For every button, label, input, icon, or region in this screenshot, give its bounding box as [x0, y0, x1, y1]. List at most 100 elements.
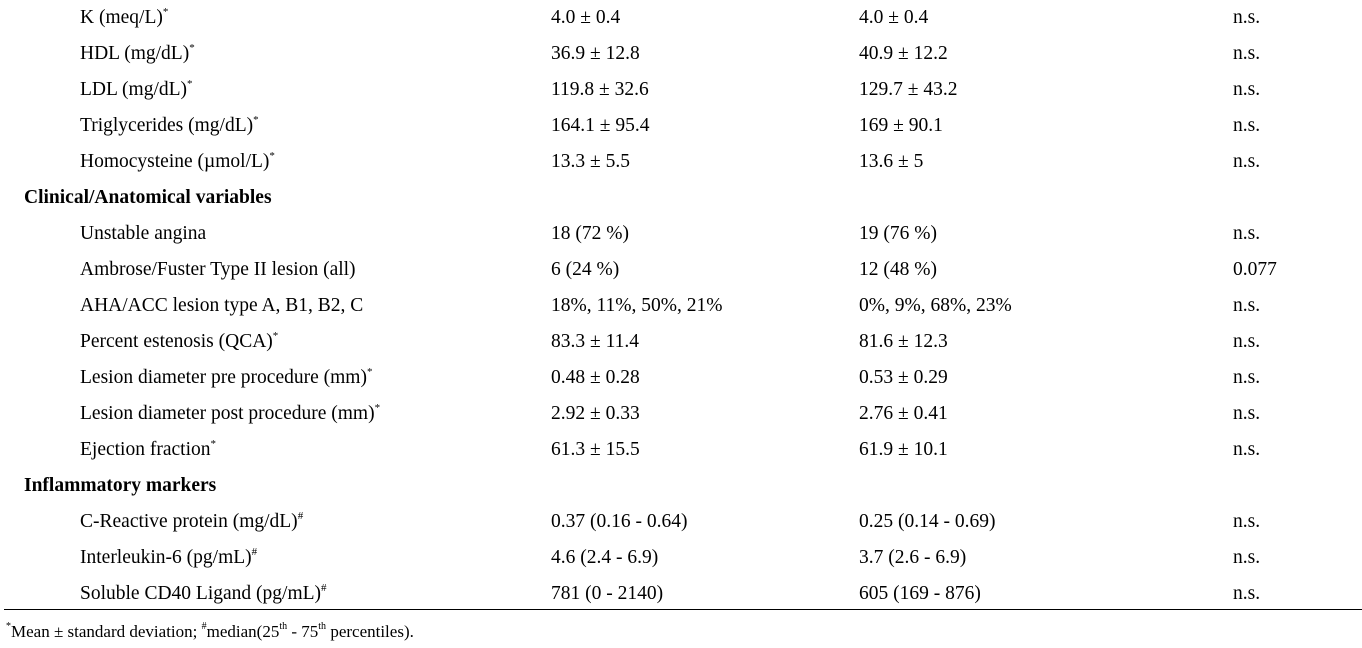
p-value: n.s. — [1233, 115, 1261, 136]
row-label: Ambrose/Fuster Type II lesion (all) — [80, 252, 356, 288]
group-2-value: 2.76 ± 0.41 — [859, 403, 948, 424]
table-row: HDL (mg/dL)* 36.9 ± 12.8 40.9 ± 12.2 n.s. — [0, 36, 1362, 72]
p-value: n.s. — [1233, 367, 1261, 388]
row-label: K (meq/L)* — [80, 0, 168, 36]
group-1-value: 18 (72 %) — [551, 223, 629, 244]
row-label-text: Lesion diameter pre procedure (mm) — [80, 367, 367, 388]
footnote-end-text: percentiles). — [326, 622, 414, 641]
row-label-text: Homocysteine (µmol/L) — [80, 151, 270, 172]
group-1-value: 0.37 (0.16 - 0.64) — [551, 511, 688, 532]
p-value: n.s. — [1233, 7, 1261, 28]
row-label-mark: * — [210, 437, 216, 450]
group-2-value: 61.9 ± 10.1 — [859, 439, 948, 460]
row-label-mark: # — [251, 545, 258, 558]
group-1-value: 164.1 ± 95.4 — [551, 115, 650, 136]
row-label-text: Percent estenosis (QCA) — [80, 331, 273, 352]
p-value: n.s. — [1233, 151, 1261, 172]
group-2-value: 13.6 ± 5 — [859, 151, 924, 172]
row-label: Soluble CD40 Ligand (pg/mL)# — [80, 576, 327, 612]
row-label: Percent estenosis (QCA)* — [80, 324, 278, 360]
table-row: K (meq/L)* 4.0 ± 0.4 4.0 ± 0.4 n.s. — [0, 0, 1362, 36]
group-1-value: 18%, 11%, 50%, 21% — [551, 295, 723, 316]
footnote-th-2: th — [318, 621, 327, 633]
group-2-value: 0%, 9%, 68%, 23% — [859, 295, 1012, 316]
footnote-th-1: th — [279, 621, 288, 633]
p-value: n.s. — [1233, 583, 1261, 604]
table-row: Unstable angina 18 (72 %) 19 (76 %) n.s. — [0, 216, 1362, 252]
footnote-star-mark: * — [6, 621, 11, 633]
group-2-value: 12 (48 %) — [859, 259, 937, 280]
row-label-text: AHA/ACC lesion type A, B1, B2, C — [80, 295, 364, 316]
group-1-value: 6 (24 %) — [551, 259, 620, 280]
group-2-value: 19 (76 %) — [859, 223, 937, 244]
group-1-value: 61.3 ± 15.5 — [551, 439, 640, 460]
table-row: LDL (mg/dL)* 119.8 ± 32.6 129.7 ± 43.2 n.s. — [0, 72, 1362, 108]
row-label-mark: * — [374, 401, 381, 414]
row-label-mark: * — [189, 41, 195, 54]
section-title: Inflammatory markers — [24, 475, 217, 496]
p-value: n.s. — [1233, 403, 1261, 424]
row-label-mark: # — [321, 581, 327, 594]
footnote-star-text: Mean ± standard deviation; — [11, 622, 202, 641]
p-value: n.s. — [1233, 439, 1261, 460]
group-1-value: 4.6 (2.4 - 6.9) — [551, 547, 659, 568]
row-label: Homocysteine (µmol/L)* — [80, 144, 275, 180]
group-2-value: 0.53 ± 0.29 — [859, 367, 948, 388]
row-label-text: Ejection fraction — [80, 439, 211, 460]
p-value: 0.077 — [1233, 259, 1277, 280]
table-row: AHA/ACC lesion type A, B1, B2, C 18%, 11%… — [0, 288, 1362, 324]
row-label-mark: * — [269, 149, 275, 162]
row-label: Ejection fraction* — [80, 432, 216, 468]
p-value: n.s. — [1233, 295, 1261, 316]
section-title: Clinical/Anatomical variables — [24, 187, 272, 208]
footnote-hash-text: median(25 — [206, 622, 280, 641]
table-row: Ambrose/Fuster Type II lesion (all) 6 (24… — [0, 252, 1362, 288]
group-2-value: 40.9 ± 12.2 — [859, 43, 948, 64]
table-row: Interleukin-6 (pg/mL)# 4.6 (2.4 - 6.9) 3.7… — [0, 540, 1362, 576]
p-value: n.s. — [1233, 43, 1261, 64]
table-row: Lesion diameter post procedure (mm)* 2.92… — [0, 396, 1362, 432]
row-label-text: Triglycerides (mg/dL) — [80, 115, 254, 136]
row-label: Interleukin-6 (pg/mL)# — [80, 540, 257, 576]
group-1-value: 13.3 ± 5.5 — [551, 151, 630, 172]
group-1-value: 83.3 ± 11.4 — [551, 331, 639, 352]
row-label: HDL (mg/dL)* — [80, 36, 195, 72]
row-label-mark: * — [162, 5, 169, 18]
group-1-value: 781 (0 - 2140) — [551, 583, 664, 604]
table-row: Homocysteine (µmol/L)* 13.3 ± 5.5 13.6 ± 5… — [0, 144, 1362, 180]
row-label-text: C-Reactive protein (mg/dL) — [80, 511, 298, 532]
table-row: C-Reactive protein (mg/dL)# 0.37 (0.16 - … — [0, 504, 1362, 540]
row-label: Lesion diameter pre procedure (mm)* — [80, 360, 372, 396]
row-label-text: HDL (mg/dL) — [80, 43, 190, 64]
row-label: Triglycerides (mg/dL)* — [80, 108, 259, 144]
row-label: C-Reactive protein (mg/dL)# — [80, 504, 303, 540]
section-header: Clinical/Anatomical variables — [0, 180, 1362, 216]
row-label: Lesion diameter post procedure (mm)* — [80, 396, 380, 432]
p-value: n.s. — [1233, 511, 1261, 532]
row-label-mark: # — [297, 509, 304, 522]
group-1-value: 4.0 ± 0.4 — [551, 7, 621, 28]
row-label-text: Ambrose/Fuster Type II lesion (all) — [80, 259, 356, 280]
row-label-text: LDL (mg/dL) — [80, 79, 188, 100]
table-row: Percent estenosis (QCA)* 83.3 ± 11.4 81.6 … — [0, 324, 1362, 360]
row-label-mark: * — [253, 113, 259, 126]
row-label: AHA/ACC lesion type A, B1, B2, C — [80, 288, 363, 324]
p-value: n.s. — [1233, 331, 1261, 352]
table-bottom-rule — [4, 609, 1362, 610]
row-label-text: K (meq/L) — [80, 7, 163, 28]
group-2-value: 169 ± 90.1 — [859, 115, 943, 136]
group-2-value: 3.7 (2.6 - 6.9) — [859, 547, 967, 568]
group-1-value: 36.9 ± 12.8 — [551, 43, 640, 64]
footnote-mid-text: - 75 — [287, 622, 319, 641]
row-label-text: Soluble CD40 Ligand (pg/mL) — [80, 583, 322, 604]
section-header: Inflammatory markers — [0, 468, 1362, 504]
group-2-value: 129.7 ± 43.2 — [859, 79, 958, 100]
p-value: n.s. — [1233, 223, 1261, 244]
table-row: Triglycerides (mg/dL)* 164.1 ± 95.4 169 ± … — [0, 108, 1362, 144]
row-label-mark: * — [272, 329, 279, 342]
row-label-mark: * — [187, 77, 193, 90]
row-label-text: Unstable angina — [80, 223, 207, 244]
group-1-value: 0.48 ± 0.28 — [551, 367, 640, 388]
row-label-text: Lesion diameter post procedure (mm) — [80, 403, 375, 424]
row-label: Unstable angina — [80, 216, 206, 252]
